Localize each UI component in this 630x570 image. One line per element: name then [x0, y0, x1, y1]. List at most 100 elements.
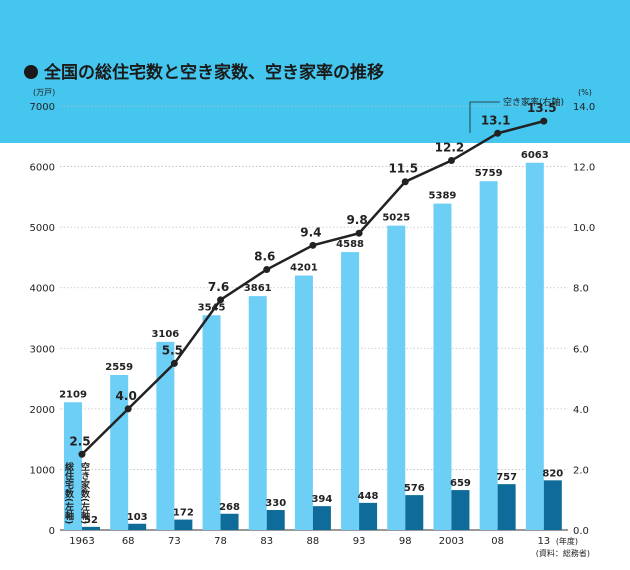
y-right-tick-label: 8.0 [573, 284, 589, 295]
vacancy-rate-point [263, 266, 271, 274]
chart-title: 全国の総住宅数と空き家数、空き家率の推移 [24, 58, 384, 83]
y-right-tick-label: 12.0 [573, 163, 595, 174]
y-left-tick-label: 4000 [30, 284, 55, 295]
total-housing-value-label: 4201 [290, 263, 318, 274]
x-tick-label: 1963 [69, 536, 94, 547]
vacant-houses-value-label: 52 [84, 515, 98, 526]
vacancy-rate-legend-label: 空き家率(右軸) [503, 96, 564, 108]
vacancy-rate-point [447, 157, 455, 165]
vacant-houses-bar [82, 526, 100, 530]
x-tick-label: 93 [353, 536, 366, 547]
total-housing-bar [248, 296, 267, 530]
vacant-houses-bar [359, 502, 378, 530]
header-band [0, 0, 630, 143]
vacant-houses-bar [128, 523, 147, 530]
total-housing-value-label: 6063 [521, 150, 549, 161]
total-housing-bar [64, 402, 82, 530]
vacant-houses-value-label: 659 [450, 478, 471, 489]
total-housing-value-label: 2109 [59, 389, 87, 400]
y-right-tick-label: 14.0 [573, 102, 595, 113]
bullet-icon [24, 65, 38, 79]
vacant-houses-bar [220, 513, 239, 530]
vacancy-rate-callout-line [469, 101, 500, 133]
chart-title-text: 全国の総住宅数と空き家数、空き家率の推移 [44, 63, 384, 83]
total-housing-value-label: 5389 [429, 191, 457, 202]
vacancy-rate-point [494, 129, 502, 137]
vacant-houses-bar [174, 519, 193, 530]
vacant-houses-bar [451, 490, 470, 530]
vacancy-rate-value-label: 8.6 [254, 250, 275, 264]
vacant-houses-value-label: 576 [404, 483, 425, 494]
x-tick-label: 08 [491, 536, 504, 547]
vacancy-rate-value-label: 2.5 [69, 434, 90, 448]
vacant-houses-value-label: 394 [311, 494, 332, 505]
y-left-unit: (万戸) [33, 88, 55, 97]
y-right-tick-label: 10.0 [573, 223, 595, 234]
vacancy-rate-point [355, 229, 363, 237]
vacancy-rate-value-label: 5.5 [162, 343, 183, 357]
total-housing-bar [341, 252, 360, 531]
y-right-tick-label: 4.0 [573, 405, 589, 416]
x-tick-label: 78 [214, 536, 227, 547]
x-tick-label: 68 [122, 536, 135, 547]
total-housing-bar [525, 162, 544, 530]
total-housing-bar [156, 341, 175, 530]
x-tick-label: 98 [399, 536, 412, 547]
vacant-houses-value-label: 172 [173, 508, 194, 519]
vacant-houses-bar [312, 506, 331, 530]
total-housing-value-label: 3106 [151, 329, 179, 340]
vacancy-rate-point [78, 450, 86, 458]
total-housing-bar [479, 181, 498, 531]
total-housing-bar [202, 315, 221, 530]
vacant-houses-value-label: 330 [265, 498, 286, 509]
total-housing-value-label: 4588 [336, 239, 364, 250]
vacancy-rate-value-label: 12.2 [435, 141, 465, 155]
vacancy-rate-point [170, 359, 178, 367]
vacancy-rate-point [309, 241, 317, 249]
total-housing-vertical-label: 総住宅数(左軸) [63, 461, 75, 524]
x-unit: (年度) [556, 536, 578, 546]
vacancy-rate-point [217, 296, 225, 304]
vacant-houses-bar [405, 495, 424, 530]
vacancy-rate-value-label: 13.1 [481, 113, 511, 127]
total-housing-bar [387, 225, 406, 530]
vacancy-rate-point [401, 178, 409, 186]
x-tick-label: 83 [260, 536, 273, 547]
total-housing-value-label: 3545 [198, 302, 226, 313]
total-housing-bar [433, 203, 452, 530]
y-left-tick-label: 0 [49, 526, 55, 537]
total-housing-value-label: 3861 [244, 283, 272, 294]
vacancy-rate-point [540, 117, 548, 125]
total-housing-value-label: 5759 [475, 168, 503, 179]
y-left-tick-label: 1000 [30, 465, 55, 476]
vacancy-rate-value-label: 13.5 [527, 101, 557, 115]
vacancy-rate-value-label: 11.5 [388, 162, 418, 176]
total-housing-value-label: 5025 [382, 213, 410, 224]
vacancy-rate-value-label: 7.6 [208, 280, 229, 294]
y-left-tick-label: 3000 [30, 344, 55, 355]
y-left-tick-label: 7000 [30, 102, 55, 113]
source-note: (資料：総務省) [536, 548, 590, 558]
total-housing-value-label: 2559 [105, 362, 133, 373]
total-housing-bar [294, 275, 313, 530]
x-tick-label: 73 [168, 536, 181, 547]
x-tick-label: 88 [307, 536, 320, 547]
y-left-tick-label: 2000 [30, 405, 55, 416]
vacant-houses-bar [497, 484, 516, 530]
vacant-houses-value-label: 757 [496, 472, 517, 483]
x-tick-label: 2003 [439, 536, 464, 547]
vacancy-rate-value-label: 9.8 [346, 213, 367, 227]
y-right-tick-label: 2.0 [573, 465, 589, 476]
vacant-houses-value-label: 448 [358, 491, 379, 502]
vacant-houses-bar [543, 480, 562, 530]
y-right-tick-label: 0.0 [573, 526, 589, 537]
vacant-houses-vertical-label: 空き家数(左軸) [79, 461, 91, 524]
vacant-houses-value-label: 820 [542, 468, 563, 479]
vacancy-rate-point [124, 405, 132, 413]
vacant-houses-value-label: 103 [127, 512, 148, 523]
vacancy-rate-value-label: 4.0 [116, 389, 137, 403]
vacant-houses-bar [266, 510, 285, 530]
y-left-tick-label: 6000 [30, 163, 55, 174]
y-right-tick-label: 6.0 [573, 344, 589, 355]
